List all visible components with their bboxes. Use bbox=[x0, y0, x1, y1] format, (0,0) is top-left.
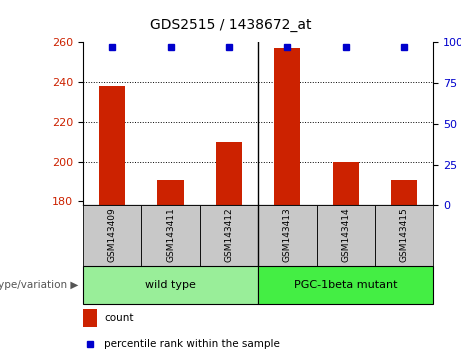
Text: GSM143413: GSM143413 bbox=[283, 208, 292, 263]
Bar bbox=[142, 205, 200, 266]
Bar bbox=[83, 309, 97, 327]
Bar bbox=[375, 205, 433, 266]
Text: GSM143414: GSM143414 bbox=[341, 208, 350, 263]
Text: GSM143415: GSM143415 bbox=[400, 208, 408, 263]
Bar bbox=[317, 205, 375, 266]
Text: count: count bbox=[104, 313, 134, 323]
Text: GDS2515 / 1438672_at: GDS2515 / 1438672_at bbox=[150, 18, 311, 32]
Bar bbox=[258, 205, 317, 266]
Bar bbox=[332, 162, 359, 205]
Bar bbox=[83, 266, 258, 304]
Text: PGC-1beta mutant: PGC-1beta mutant bbox=[294, 280, 397, 290]
Bar bbox=[83, 205, 142, 266]
Bar bbox=[274, 48, 301, 205]
Text: GSM143411: GSM143411 bbox=[166, 208, 175, 263]
Bar bbox=[216, 142, 242, 205]
Text: percentile rank within the sample: percentile rank within the sample bbox=[104, 339, 280, 349]
Text: genotype/variation ▶: genotype/variation ▶ bbox=[0, 280, 78, 290]
Bar bbox=[258, 266, 433, 304]
Bar bbox=[157, 179, 183, 205]
Bar bbox=[391, 179, 417, 205]
Bar bbox=[99, 86, 125, 205]
Text: GSM143409: GSM143409 bbox=[108, 208, 117, 263]
Bar bbox=[200, 205, 258, 266]
Text: wild type: wild type bbox=[145, 280, 196, 290]
Text: GSM143412: GSM143412 bbox=[225, 208, 233, 263]
